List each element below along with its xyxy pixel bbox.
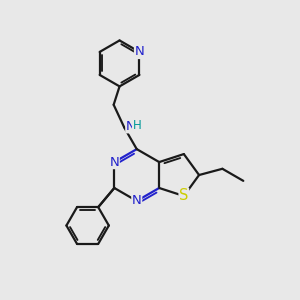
Text: N: N [110,156,119,169]
Text: N: N [135,45,144,58]
Text: N: N [132,194,142,207]
Text: H: H [133,119,141,132]
Text: N: N [126,120,136,133]
Text: S: S [179,188,188,203]
